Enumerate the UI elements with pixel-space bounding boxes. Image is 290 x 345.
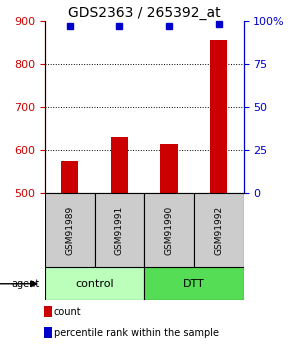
Text: GSM91989: GSM91989 (65, 206, 74, 255)
Bar (61, 161, 79, 193)
Text: count: count (54, 307, 81, 317)
Bar (44, 306, 52, 317)
Title: GDS2363 / 265392_at: GDS2363 / 265392_at (68, 6, 221, 20)
Bar (144, 267, 244, 300)
Bar (45, 193, 95, 267)
Bar (95, 193, 144, 267)
Text: agent: agent (11, 279, 39, 289)
Bar (111, 137, 128, 193)
Bar (160, 144, 178, 193)
Bar (210, 40, 227, 193)
Text: DTT: DTT (183, 279, 205, 289)
Bar (194, 193, 244, 267)
Text: percentile rank within the sample: percentile rank within the sample (54, 328, 219, 338)
Bar (144, 193, 194, 267)
Bar (44, 327, 52, 338)
Text: GSM91991: GSM91991 (115, 206, 124, 255)
Text: control: control (75, 279, 114, 289)
Text: GSM91990: GSM91990 (165, 206, 174, 255)
Text: GSM91992: GSM91992 (214, 206, 223, 255)
Bar (45, 267, 144, 300)
